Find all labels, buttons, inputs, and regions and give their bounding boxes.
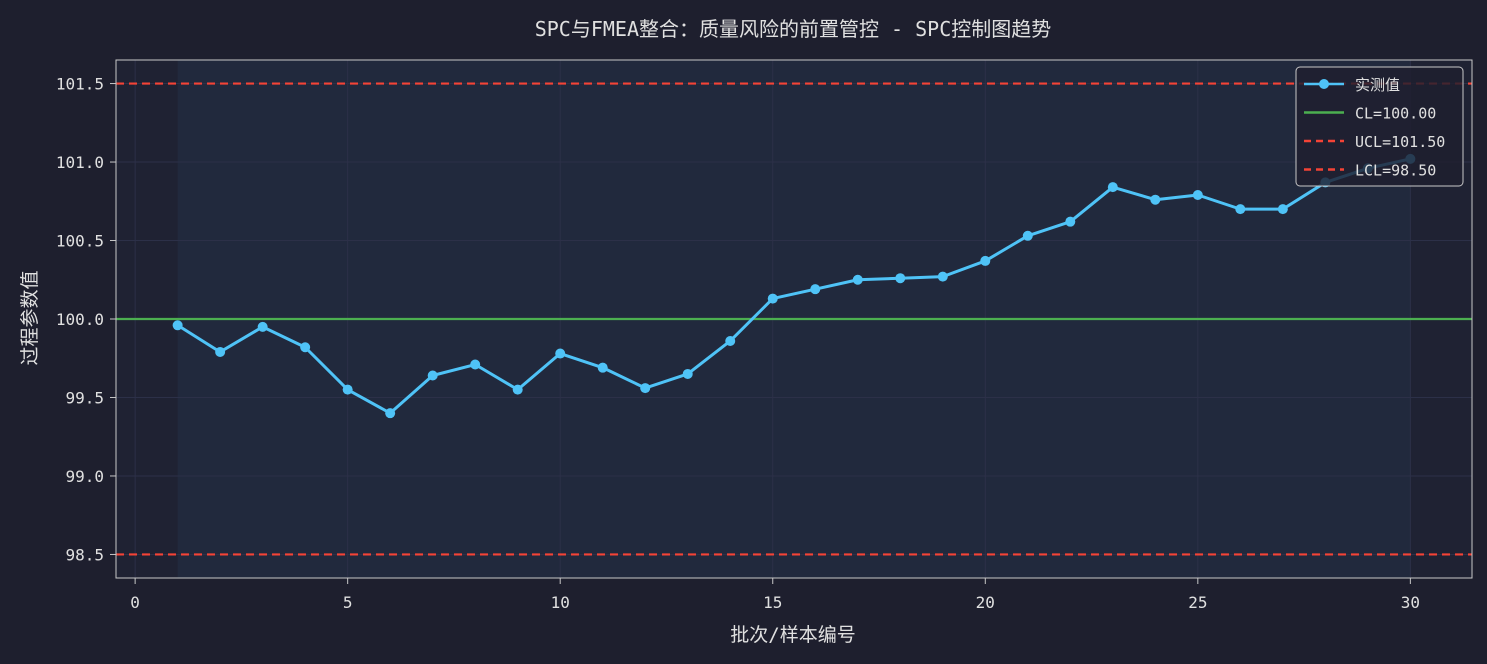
data-point: [257, 321, 268, 332]
data-point: [810, 284, 821, 295]
y-tick-label: 99.5: [65, 388, 104, 407]
legend-box: [1295, 66, 1464, 187]
data-point: [470, 359, 481, 370]
data-point: [682, 368, 693, 379]
x-tick-label: 30: [1401, 593, 1420, 612]
data-point: [300, 342, 311, 353]
data-point: [980, 255, 991, 266]
y-axis-ticks: 98.5 99.0 99.5 100.0 100.5 101.0 101.5: [56, 75, 116, 564]
data-point: [852, 274, 863, 285]
data-point: [895, 273, 906, 284]
data-point: [1022, 230, 1033, 241]
y-tick-label: 99.0: [65, 467, 104, 486]
data-point: [427, 370, 438, 381]
x-tick-label: 25: [1188, 593, 1207, 612]
data-point: [215, 346, 226, 357]
data-point: [1107, 182, 1118, 193]
data-point: [597, 362, 608, 373]
legend-label: LCL=98.50: [1355, 162, 1436, 180]
data-point: [555, 348, 566, 359]
chart-title: SPC与FMEA整合：质量风险的前置管控 - SPC控制图趋势: [535, 17, 1052, 41]
legend-label: 实测值: [1355, 76, 1400, 94]
y-tick-label: 100.0: [56, 310, 104, 329]
x-axis-label: 批次/样本编号: [730, 624, 855, 646]
data-point: [512, 384, 523, 395]
y-tick-label: 101.5: [56, 75, 104, 94]
data-point: [640, 383, 651, 394]
data-point: [1192, 189, 1203, 200]
y-tick-label: 101.0: [56, 153, 104, 172]
y-tick-label: 100.5: [56, 232, 104, 251]
x-axis-ticks: 0 5 10 15 20 25 30: [130, 578, 1420, 612]
reference-lines: [116, 82, 1472, 556]
data-point: [1235, 204, 1246, 215]
y-tick-label: 98.5: [65, 545, 104, 564]
x-tick-label: 0: [130, 593, 140, 612]
legend-label: UCL=101.50: [1355, 133, 1445, 151]
legend-marker: [1319, 79, 1329, 89]
data-point: [172, 320, 183, 331]
x-tick-label: 20: [976, 593, 995, 612]
x-tick-label: 15: [763, 593, 782, 612]
data-point: [385, 408, 396, 419]
data-point: [1277, 204, 1288, 215]
data-point: [342, 384, 353, 395]
x-tick-label: 10: [551, 593, 570, 612]
legend-label: CL=100.00: [1355, 105, 1436, 123]
y-axis-label: 过程参数值: [19, 270, 41, 365]
data-point: [767, 293, 778, 304]
data-point: [1150, 194, 1161, 205]
data-point: [1065, 216, 1076, 227]
series-line: [176, 157, 1411, 415]
data-point: [725, 335, 736, 346]
legend: 实测值 CL=100.00 UCL=101.50 LCL=98.50: [1295, 66, 1464, 187]
data-point: [937, 271, 948, 282]
x-tick-label: 5: [343, 593, 353, 612]
